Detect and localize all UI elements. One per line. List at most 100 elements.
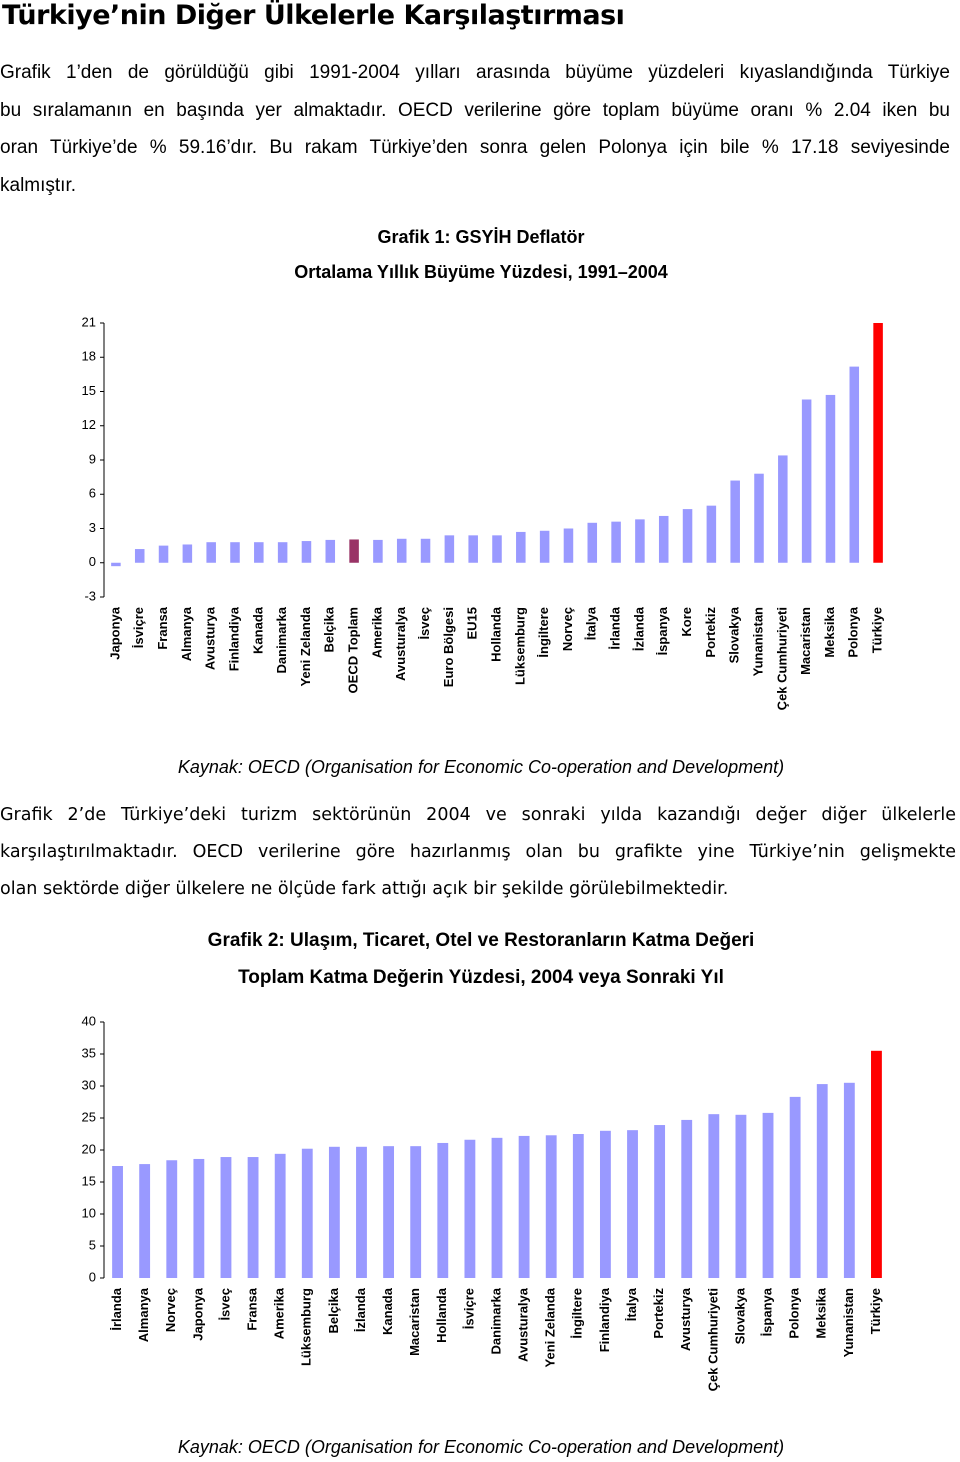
- x-tick-label: İsviçre: [461, 1288, 476, 1329]
- y-tick-label: 12: [82, 417, 96, 432]
- x-tick-label: Portekiz: [651, 1288, 666, 1339]
- x-tick-label: Amerika: [369, 606, 384, 658]
- bar: [464, 1139, 476, 1278]
- bar: [516, 531, 526, 563]
- bar: [871, 1050, 882, 1278]
- bar: [682, 509, 693, 563]
- bar: [572, 1134, 584, 1278]
- x-tick-label: Lüksemburg: [512, 607, 527, 685]
- bar: [410, 1146, 422, 1278]
- y-tick-label: 0: [89, 1269, 96, 1284]
- x-tick-label: Finlandiya: [597, 1287, 612, 1352]
- bar: [396, 538, 407, 563]
- x-tick-label: Finlandiya: [226, 606, 241, 671]
- paragraph-line: oran Türkiye’de % 59.16’dır. Bu rakam Tü…: [0, 137, 950, 158]
- paragraph-line: Grafik 1’den de görüldüğü gibi 1991-2004…: [0, 62, 950, 83]
- x-tick-label: Çek Cumhuriyeti: [774, 607, 789, 710]
- x-tick-label: Japonya: [107, 606, 122, 660]
- x-tick-label: Avusturya: [203, 606, 218, 670]
- bar: [420, 538, 431, 563]
- chart-source: Kaynak: OECD (Organisation for Economic …: [178, 757, 784, 777]
- bar: [166, 1160, 178, 1278]
- bar: [182, 544, 193, 563]
- bar: [778, 455, 788, 563]
- x-tick-label: Kore: [679, 607, 694, 637]
- x-tick-label: Slovakya: [727, 606, 742, 663]
- bar: [328, 1146, 340, 1278]
- y-tick-label: 21: [82, 314, 96, 329]
- bar: [816, 1084, 828, 1278]
- bar: [134, 549, 145, 563]
- y-tick-label: 18: [82, 349, 96, 364]
- bar: [873, 323, 883, 563]
- x-tick-label: İtalya: [624, 1287, 639, 1321]
- x-tick-label: Hollanda: [488, 606, 503, 662]
- bar: [301, 541, 312, 563]
- plot-area: [112, 1050, 882, 1278]
- x-tick-label: İrlanda: [608, 606, 623, 649]
- x-tick-label: Japonya: [190, 1287, 205, 1341]
- bar: [563, 528, 574, 563]
- bar: [706, 505, 717, 563]
- paragraph-line: kalmıştır.: [0, 174, 77, 196]
- y-tick-label: 3: [89, 520, 96, 535]
- bar: [825, 394, 836, 563]
- paragraph-line: Grafik 2’de Türkiye’deki turizm sektörün…: [0, 805, 956, 825]
- chart: Grafik 2: Ulaşım, Ticaret, Otel ve Resto…: [82, 930, 883, 1457]
- x-tick-label: Türkiye: [868, 1288, 883, 1334]
- y-tick-label: 30: [82, 1077, 96, 1092]
- bar: [220, 1157, 232, 1278]
- bar: [158, 545, 169, 563]
- bar: [730, 480, 740, 563]
- bar: [587, 522, 598, 563]
- bar: [468, 535, 478, 563]
- x-tick-label: İsviçre: [131, 607, 146, 648]
- x-tick-label: Türkiye: [870, 607, 885, 653]
- bar: [373, 539, 383, 563]
- bar: [654, 1125, 666, 1278]
- x-tick-label: Kanada: [380, 1287, 395, 1335]
- bar: [112, 1166, 123, 1278]
- x-tick-label: İzlanda: [353, 1287, 368, 1332]
- x-tick-label: Kanada: [250, 606, 265, 654]
- x-tick-label: Macaristan: [798, 607, 813, 675]
- chart-subtitle: Ortalama Yıllık Büyüme Yüzdesi, 1991–200…: [294, 262, 668, 282]
- bar: [635, 519, 645, 563]
- x-tick-label: Yeni Zelanda: [298, 606, 313, 686]
- x-tick-label: Almanya: [179, 606, 194, 661]
- x-tick-label: İzlanda: [631, 606, 646, 651]
- paragraph-line: karşılaştırılmaktadır. OECD verilerine g…: [0, 842, 956, 862]
- y-tick-label: 6: [89, 486, 96, 501]
- x-tick-label: Meksika: [822, 606, 837, 657]
- bar: [789, 1096, 801, 1278]
- x-tick-label: Macaristan: [407, 1288, 422, 1356]
- x-tick-label: Norveç: [163, 1288, 178, 1332]
- bar: [735, 1114, 747, 1278]
- bar: [277, 542, 288, 563]
- bar: [801, 399, 812, 563]
- bar: [599, 1130, 611, 1278]
- bar: [627, 1130, 638, 1278]
- bar: [111, 562, 121, 567]
- x-tick-label: Lüksemburg: [299, 1288, 314, 1366]
- x-tick-label: İsveç: [417, 607, 432, 640]
- chart-title: Grafik 1: GSYİH Deflatör: [377, 227, 584, 247]
- y-tick-label: 15: [82, 1173, 96, 1188]
- x-tick-label: Yeni Zelanda: [543, 1287, 558, 1367]
- y-tick-label: 15: [82, 383, 96, 398]
- x-tick-label: Norveç: [560, 607, 575, 651]
- bar: [254, 542, 264, 563]
- x-tick-label: EU15: [465, 607, 480, 640]
- x-tick-label: Euro Bölgesi: [441, 607, 456, 687]
- x-tick-label: Slovakya: [732, 1287, 747, 1344]
- x-tick-label: Avusturalya: [516, 1287, 531, 1362]
- x-tick-label: Avusturya: [678, 1287, 693, 1351]
- bar: [274, 1153, 286, 1278]
- bar: [658, 515, 669, 563]
- x-tick-label: OECD Toplam: [346, 607, 361, 693]
- bar: [754, 473, 764, 563]
- y-tick-label: 40: [82, 1013, 96, 1028]
- bar: [230, 542, 240, 563]
- page-title: Türkiye’nin Diğer Ülkelerle Karşılaştırm…: [2, 0, 625, 31]
- bar: [444, 535, 455, 563]
